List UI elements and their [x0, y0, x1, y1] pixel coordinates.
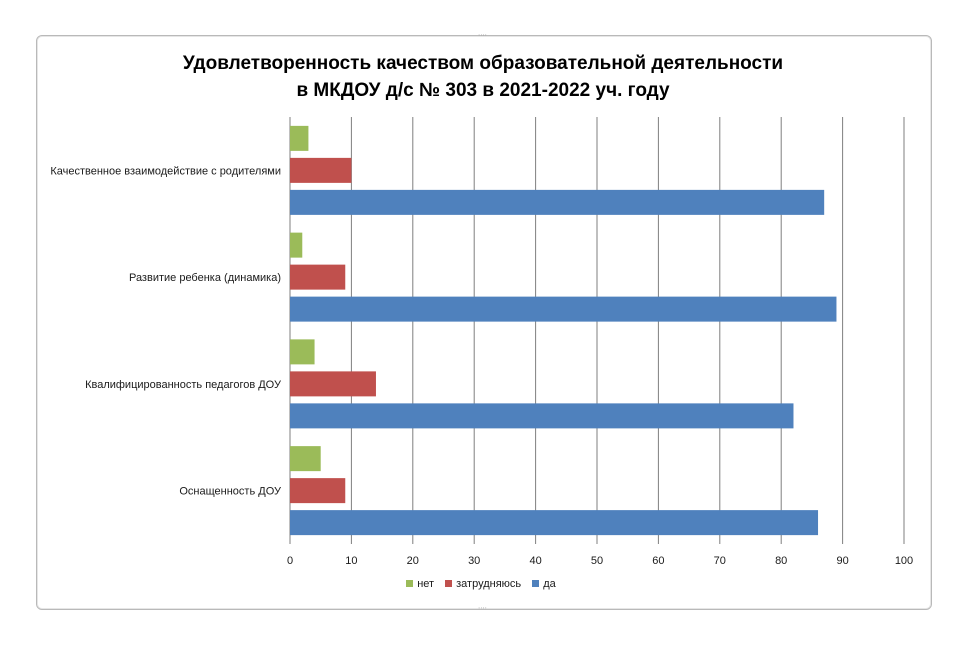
bar-1-2 — [290, 157, 352, 183]
x-tick-label-50: 50 — [591, 555, 603, 567]
x-tick-label-10: 10 — [345, 555, 357, 567]
x-tick-label-0: 0 — [287, 555, 293, 567]
legend-label-da: да — [543, 578, 556, 590]
x-tick-label-60: 60 — [652, 555, 664, 567]
legend-label-zatrudnyayus: затрудняюсь — [456, 578, 522, 590]
x-tick-label-20: 20 — [407, 555, 419, 567]
resize-handle-bottom[interactable]: ∙∙∙∙ — [478, 603, 487, 612]
bar-3-1 — [290, 339, 315, 365]
chart-title: Удовлетворенность качеством образователь… — [36, 50, 930, 104]
bar-1-1 — [290, 125, 309, 151]
category-label-2: Развитие ребенка (динамика) — [129, 272, 281, 284]
legend-item-net: нет — [406, 578, 434, 590]
bar-3-2 — [290, 371, 376, 397]
legend-label-net: нет — [417, 578, 435, 590]
category-label-1: Качественное взаимодействие с родителями — [50, 165, 281, 177]
chart-title-line2: в МКДОУ д/с № 303 в 2021-2022 уч. году — [296, 80, 670, 101]
bar-4-3 — [290, 510, 819, 536]
legend: нет затрудняюсь да — [0, 578, 962, 590]
category-label-3: Квалифицированность педагогов ДОУ — [85, 379, 282, 391]
legend-swatch-net — [406, 580, 414, 587]
x-tick-label-100: 100 — [895, 555, 913, 567]
category-label-4: Оснащенность ДОУ — [179, 486, 282, 498]
bar-2-3 — [290, 296, 837, 322]
legend-item-zatrudnyayus: затрудняюсь — [445, 578, 521, 590]
legend-swatch-da — [532, 580, 540, 587]
bar-1-3 — [290, 189, 825, 215]
legend-swatch-zatrudnyayus — [445, 580, 453, 587]
bar-3-3 — [290, 403, 794, 429]
bar-2-2 — [290, 264, 346, 290]
bar-4-1 — [290, 446, 321, 472]
x-tick-label-40: 40 — [529, 555, 541, 567]
x-tick-label-70: 70 — [714, 555, 726, 567]
chart-title-line1: Удовлетворенность качеством образователь… — [182, 53, 784, 74]
x-tick-label-80: 80 — [775, 555, 787, 567]
resize-handle-top[interactable]: ∙∙∙∙ — [478, 30, 487, 39]
legend-item-da: да — [532, 578, 556, 590]
bar-4-2 — [290, 478, 346, 504]
x-tick-label-30: 30 — [468, 555, 480, 567]
x-tick-label-90: 90 — [836, 555, 848, 567]
bar-2-1 — [290, 232, 303, 258]
